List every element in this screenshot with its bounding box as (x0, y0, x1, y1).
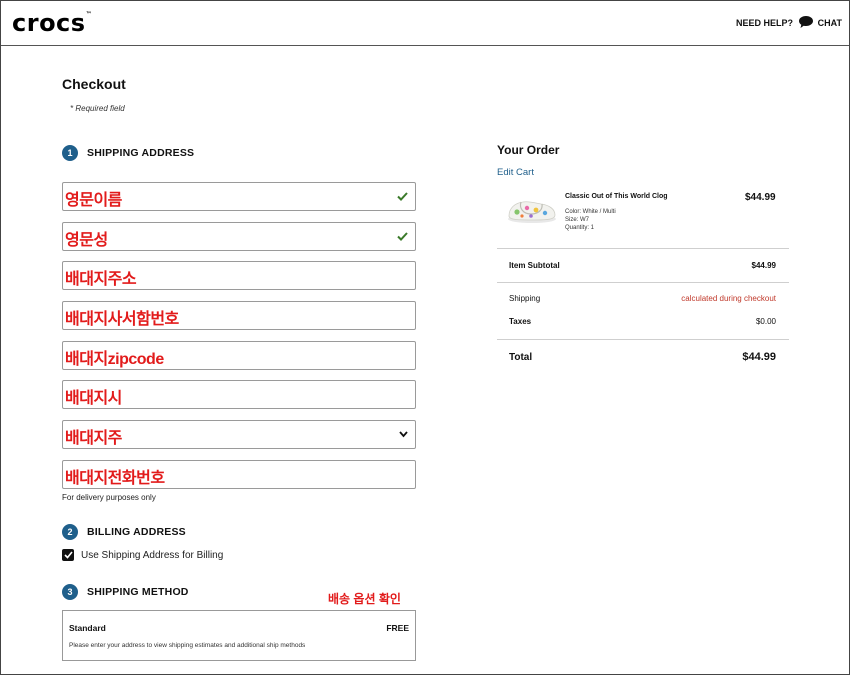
step-label: SHIPPING METHOD (87, 586, 189, 598)
divider (497, 248, 789, 249)
step-number: 1 (62, 145, 78, 161)
step-label: SHIPPING ADDRESS (87, 147, 195, 159)
chevron-down-icon (399, 431, 408, 438)
need-help-link[interactable]: NEED HELP? (735, 18, 793, 28)
product-thumbnail[interactable] (505, 194, 557, 224)
address-line1-field[interactable]: 배대지주소 (62, 261, 416, 290)
state-select[interactable]: 배대지주 (62, 420, 416, 449)
order-summary-title: Your Order (497, 143, 560, 157)
step-shipping-method: 3 SHIPPING METHOD (62, 584, 189, 600)
billing-checkbox-label: Use Shipping Address for Billing (81, 549, 224, 561)
shipping-label: Shipping (509, 294, 541, 303)
product-color: Color: White / Multi (565, 209, 616, 215)
shipping-option-standard[interactable]: Standard FREE Please enter your address … (62, 610, 416, 661)
field-annotation: 배대지시 (65, 390, 122, 407)
crocs-logo[interactable]: crocs™ (12, 9, 93, 37)
step-shipping-address: 1 SHIPPING ADDRESS (62, 145, 194, 161)
address-line2-field[interactable]: 배대지사서함번호 (62, 301, 416, 330)
shipping-annotation: 배송 옵션 확인 (328, 592, 401, 606)
product-quantity: Quantity: 1 (565, 225, 595, 231)
shipping-option-price: FREE (386, 623, 409, 633)
subtotal-value: $44.99 (751, 261, 776, 270)
chat-bubble-icon[interactable] (799, 16, 813, 28)
chat-link[interactable]: CHAT (817, 18, 842, 28)
page-title: Checkout (62, 76, 126, 92)
shipping-value: calculated during checkout (681, 294, 776, 303)
zipcode-field[interactable]: 배대지zipcode (62, 341, 416, 370)
phone-hint: For delivery purposes only (62, 493, 156, 502)
product-price: $44.99 (745, 192, 776, 203)
field-annotation: 영문성 (65, 232, 108, 249)
valid-check-icon (397, 232, 408, 241)
step-number: 2 (62, 524, 78, 540)
step-number: 3 (62, 584, 78, 600)
phone-field[interactable]: 배대지전화번호 (62, 460, 416, 489)
product-size: Size: W7 (565, 217, 590, 223)
field-annotation: 배대지주 (65, 430, 122, 447)
billing-checkbox[interactable] (62, 549, 74, 561)
field-annotation: 배대지주소 (65, 271, 137, 288)
same-billing-option[interactable]: Use Shipping Address for Billing (62, 549, 223, 561)
field-annotation: 영문이름 (65, 192, 122, 209)
field-annotation: 배대지전화번호 (65, 470, 165, 487)
edit-cart-link[interactable]: Edit Cart (497, 167, 534, 178)
total-value: $44.99 (742, 351, 776, 363)
shipping-option-name: Standard (69, 623, 106, 633)
checkmark-icon (63, 551, 73, 559)
taxes-label: Taxes (509, 317, 532, 326)
taxes-value: $0.00 (755, 317, 776, 326)
step-label: BILLING ADDRESS (87, 526, 186, 538)
total-label: Total (509, 352, 533, 363)
city-field[interactable]: 배대지시 (62, 380, 416, 409)
shipping-option-desc: Please enter your address to view shippi… (69, 642, 306, 649)
step-billing-address: 2 BILLING ADDRESS (62, 524, 186, 540)
divider (497, 282, 789, 283)
product-name[interactable]: Classic Out of This World Clog (565, 193, 668, 200)
valid-check-icon (397, 192, 408, 201)
field-annotation: 배대지zipcode (65, 351, 164, 368)
field-annotation: 배대지사서함번호 (65, 311, 179, 328)
first-name-field[interactable]: 영문이름 (62, 182, 416, 211)
last-name-field[interactable]: 영문성 (62, 222, 416, 251)
divider (497, 339, 789, 340)
required-note: * Required field (70, 104, 125, 113)
subtotal-label: Item Subtotal (509, 261, 560, 270)
site-header: crocs™ NEED HELP? CHAT (1, 1, 849, 46)
